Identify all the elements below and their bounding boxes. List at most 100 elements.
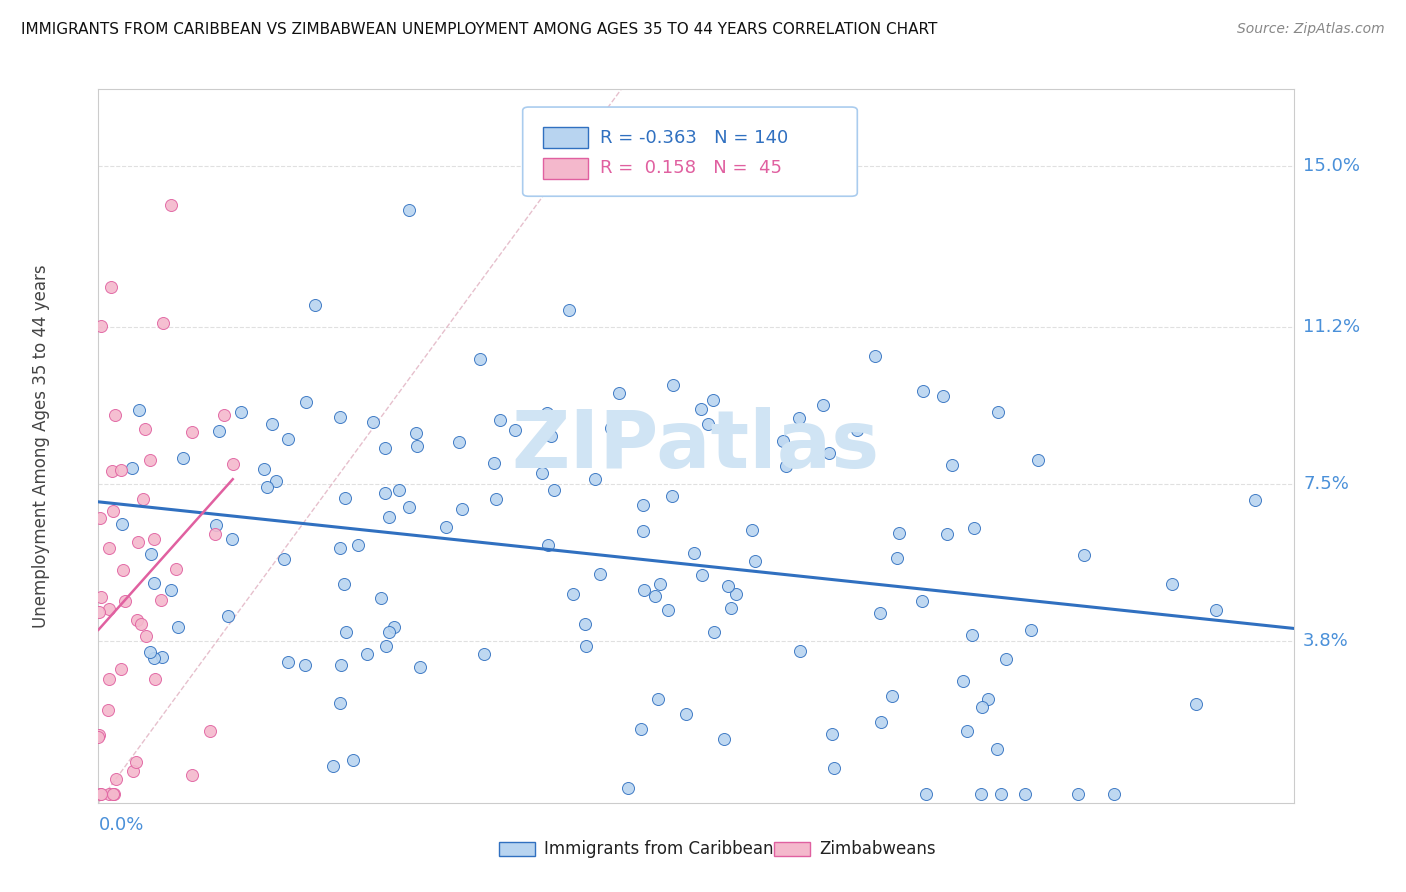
Point: [114, 594, 136, 608]
Point: [696, 417, 718, 431]
Point: [90, 319, 112, 334]
Point: [911, 384, 934, 398]
Point: [607, 385, 630, 400]
Point: [558, 303, 581, 318]
Point: [273, 551, 295, 566]
Point: [574, 617, 596, 632]
Point: [304, 298, 326, 312]
Point: [139, 645, 162, 659]
Point: [869, 714, 891, 729]
Point: [150, 593, 173, 607]
Point: [98, 602, 121, 616]
Point: [683, 546, 706, 560]
Point: [648, 577, 671, 591]
Point: [138, 453, 160, 467]
Text: IMMIGRANTS FROM CARIBBEAN VS ZIMBABWEAN UNEMPLOYMENT AMONG AGES 35 TO 44 YEARS C: IMMIGRANTS FROM CARIBBEAN VS ZIMBABWEAN …: [21, 22, 938, 37]
Point: [167, 619, 190, 633]
Point: [846, 423, 869, 437]
Point: [690, 568, 713, 582]
Point: [100, 464, 122, 478]
Bar: [543, 127, 589, 148]
Point: [1185, 697, 1208, 711]
Text: 11.2%: 11.2%: [1303, 318, 1360, 336]
Point: [378, 509, 401, 524]
Point: [932, 389, 955, 403]
Point: [987, 404, 1010, 418]
Point: [1073, 549, 1095, 563]
Point: [322, 759, 344, 773]
Point: [818, 446, 841, 460]
Point: [915, 787, 938, 801]
Point: [488, 413, 510, 427]
Text: Source: ZipAtlas.com: Source: ZipAtlas.com: [1237, 22, 1385, 37]
Point: [127, 534, 149, 549]
Point: [374, 486, 396, 500]
Point: [1026, 453, 1049, 467]
Point: [1067, 787, 1090, 801]
Text: ZIPatlas: ZIPatlas: [512, 407, 880, 485]
Point: [374, 640, 396, 654]
Point: [633, 583, 655, 598]
Point: [256, 480, 278, 494]
Point: [97, 787, 120, 801]
Point: [333, 576, 356, 591]
Point: [725, 587, 748, 601]
Point: [720, 601, 742, 615]
Point: [150, 649, 173, 664]
Point: [398, 202, 420, 217]
Point: [630, 722, 652, 736]
Point: [744, 554, 766, 568]
Point: [342, 753, 364, 767]
Point: [880, 689, 903, 703]
Point: [253, 462, 276, 476]
Point: [869, 607, 891, 621]
Point: [98, 541, 121, 556]
Point: [887, 526, 910, 541]
Point: [89, 510, 111, 524]
Point: [347, 538, 370, 552]
Point: [363, 416, 385, 430]
Point: [952, 673, 974, 688]
Point: [631, 498, 654, 512]
Point: [960, 628, 983, 642]
Point: [198, 724, 221, 739]
Point: [165, 561, 187, 575]
Point: [1244, 493, 1267, 508]
Point: [181, 425, 204, 440]
Point: [451, 501, 474, 516]
Point: [468, 351, 491, 366]
Point: [702, 393, 724, 408]
Point: [657, 603, 679, 617]
Point: [132, 491, 155, 506]
Point: [977, 691, 1000, 706]
Point: [970, 699, 993, 714]
Point: [218, 608, 240, 623]
Point: [90, 590, 112, 604]
Point: [160, 583, 183, 598]
Point: [204, 527, 226, 541]
Bar: [543, 158, 589, 179]
Point: [409, 660, 432, 674]
Point: [405, 426, 427, 441]
Point: [772, 434, 794, 448]
Point: [994, 652, 1017, 666]
Point: [370, 591, 392, 605]
Point: [122, 764, 145, 778]
Point: [128, 402, 150, 417]
Point: [485, 492, 508, 507]
Point: [87, 728, 110, 742]
Point: [101, 787, 124, 801]
Point: [229, 405, 252, 419]
Point: [214, 408, 236, 422]
Point: [589, 567, 612, 582]
Point: [865, 349, 887, 363]
Point: [662, 377, 685, 392]
Point: [335, 625, 357, 640]
Point: [330, 657, 353, 672]
Point: [103, 787, 125, 801]
Point: [328, 697, 350, 711]
Point: [617, 781, 640, 796]
Point: [101, 504, 124, 518]
Point: [941, 458, 963, 472]
Point: [970, 787, 993, 801]
